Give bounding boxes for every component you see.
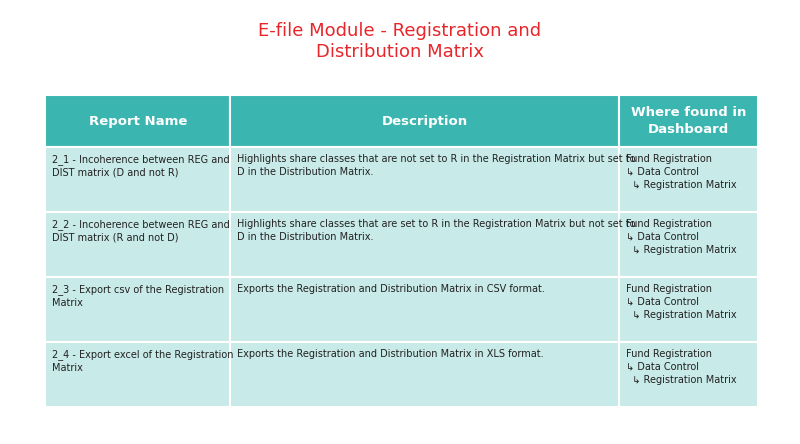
Text: Fund Registration
↳ Data Control
  ↳ Registration Matrix: Fund Registration ↳ Data Control ↳ Regis…: [626, 284, 737, 320]
Text: Fund Registration
↳ Data Control
  ↳ Registration Matrix: Fund Registration ↳ Data Control ↳ Regis…: [626, 154, 737, 190]
Text: Distribution Matrix: Distribution Matrix: [316, 43, 484, 61]
Bar: [45, 147, 230, 212]
Bar: [230, 277, 619, 342]
Text: 2_3 - Export csv of the Registration
Matrix: 2_3 - Export csv of the Registration Mat…: [52, 284, 224, 308]
Text: 2_4 - Export excel of the Registration
Matrix: 2_4 - Export excel of the Registration M…: [52, 349, 234, 373]
Text: Fund Registration
↳ Data Control
  ↳ Registration Matrix: Fund Registration ↳ Data Control ↳ Regis…: [626, 219, 737, 254]
Bar: [230, 342, 619, 407]
Bar: [619, 277, 758, 342]
Text: Exports the Registration and Distribution Matrix in XLS format.: Exports the Registration and Distributio…: [238, 349, 544, 359]
Text: 2_2 - Incoherence between REG and
DIST matrix (R and not D): 2_2 - Incoherence between REG and DIST m…: [52, 219, 230, 243]
Bar: [45, 212, 230, 277]
Text: Highlights share classes that are not set to R in the Registration Matrix but se: Highlights share classes that are not se…: [238, 154, 636, 177]
Text: Description: Description: [382, 115, 468, 127]
Text: 2_1 - Incoherence between REG and
DIST matrix (D and not R): 2_1 - Incoherence between REG and DIST m…: [52, 154, 230, 178]
Bar: [619, 147, 758, 212]
Bar: [619, 95, 758, 147]
Bar: [619, 342, 758, 407]
Bar: [230, 147, 619, 212]
Bar: [619, 212, 758, 277]
Text: Exports the Registration and Distribution Matrix in CSV format.: Exports the Registration and Distributio…: [238, 284, 546, 294]
Bar: [230, 95, 619, 147]
Text: Report Name: Report Name: [89, 115, 187, 127]
Bar: [45, 342, 230, 407]
Text: Fund Registration
↳ Data Control
  ↳ Registration Matrix: Fund Registration ↳ Data Control ↳ Regis…: [626, 349, 737, 385]
Bar: [45, 277, 230, 342]
Bar: [45, 95, 230, 147]
Bar: [230, 212, 619, 277]
Text: E-file Module - Registration and: E-file Module - Registration and: [258, 22, 542, 40]
Text: Where found in
Dashboard: Where found in Dashboard: [630, 106, 746, 136]
Text: Highlights share classes that are set to R in the Registration Matrix but not se: Highlights share classes that are set to…: [238, 219, 636, 242]
